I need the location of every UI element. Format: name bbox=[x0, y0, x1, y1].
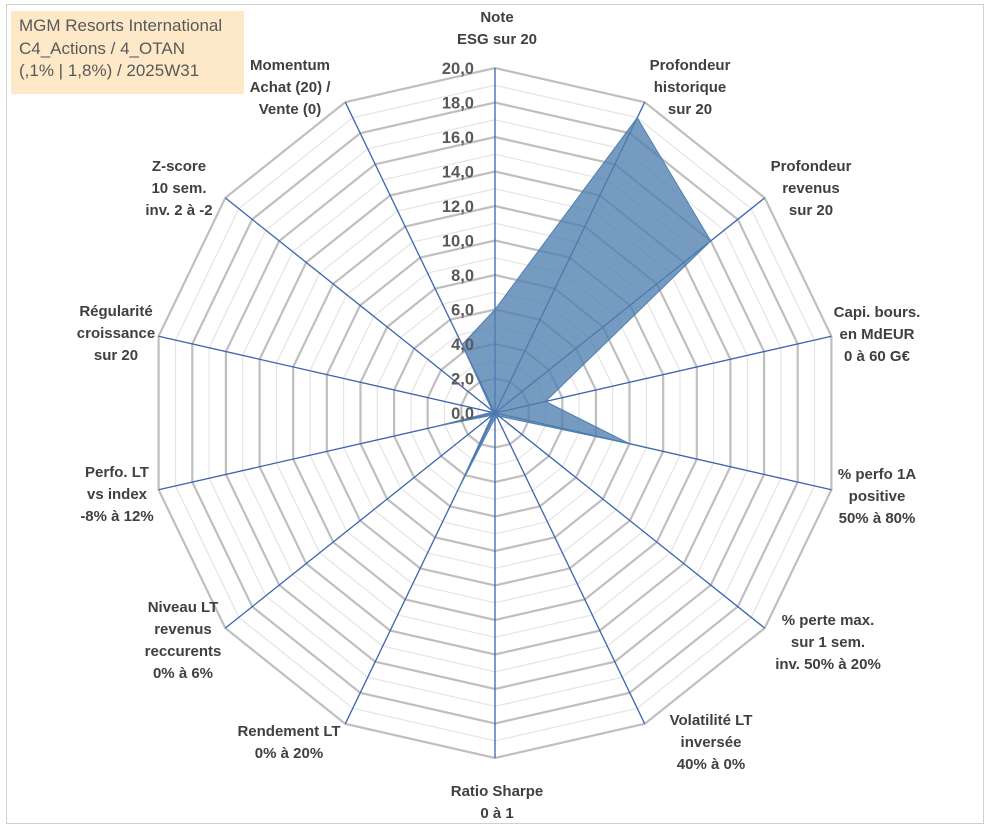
axis-label: Ratio Sharpe 0 à 1 bbox=[451, 783, 544, 822]
tick-label: 20,0 bbox=[442, 60, 474, 78]
axis-label: Niveau LT revenus reccurents 0% à 6% bbox=[145, 599, 222, 682]
tick-label: 18,0 bbox=[442, 95, 474, 113]
axis-label: Note ESG sur 20 bbox=[457, 9, 537, 48]
tick-label: 12,0 bbox=[442, 198, 474, 216]
period-info: (,1% | 1,8%) / 2025W31 bbox=[19, 61, 200, 80]
series-area bbox=[435, 116, 712, 495]
axis-label: Profondeur historique sur 20 bbox=[650, 57, 731, 118]
tick-label: 2,0 bbox=[451, 371, 474, 389]
axis-label: % perte max. sur 1 sem. inv. 50% à 20% bbox=[775, 612, 881, 673]
tick-label: 4,0 bbox=[451, 336, 474, 354]
tick-label: 6,0 bbox=[451, 302, 474, 320]
axis-label: Z-score 10 sem. inv. 2 à -2 bbox=[145, 158, 212, 219]
data-series bbox=[435, 116, 712, 495]
radial-tick-labels: 0,0 2,0 4,0 6,0 8,0 10,0 12,0 14,0 16,0 18,0 20,0 bbox=[442, 60, 474, 423]
tick-label: 10,0 bbox=[442, 233, 474, 251]
tick-label: 16,0 bbox=[442, 129, 474, 147]
axis-label: Rendement LT 0% à 20% bbox=[237, 723, 340, 762]
axis-label: % perfo 1A positive 50% à 80% bbox=[838, 466, 917, 527]
axis-label: Capi. bours. en MdEUR 0 à 60 G€ bbox=[834, 304, 921, 365]
axis-label: Régularité croissance sur 20 bbox=[77, 303, 155, 364]
axis-labels: Note ESG sur 20 Profondeur historique sur 20… bbox=[77, 9, 921, 822]
axis-spoke bbox=[494, 412, 766, 629]
axis-label: Profondeur revenus sur 20 bbox=[771, 158, 852, 219]
axis-spoke bbox=[494, 335, 832, 414]
axis-spoke bbox=[158, 335, 496, 414]
tick-label: 8,0 bbox=[451, 267, 474, 285]
tick-label: 14,0 bbox=[442, 164, 474, 182]
axis-spoke bbox=[224, 412, 496, 629]
tick-label: 0,0 bbox=[451, 405, 474, 423]
title-box: MGM Resorts International C4_Actions / 4… bbox=[11, 11, 244, 94]
axis-spoke bbox=[494, 412, 646, 725]
axis-label: Momentum Achat (20) / Vente (0) bbox=[250, 57, 332, 118]
company-name: MGM Resorts International bbox=[19, 16, 223, 35]
axis-label: Volatilité LT inversée 40% à 0% bbox=[670, 712, 753, 773]
axis-label: Perfo. LT vs index -8% à 12% bbox=[80, 464, 153, 525]
axis-spoke bbox=[224, 197, 496, 414]
portfolio-category: C4_Actions / 4_OTAN bbox=[19, 38, 185, 58]
